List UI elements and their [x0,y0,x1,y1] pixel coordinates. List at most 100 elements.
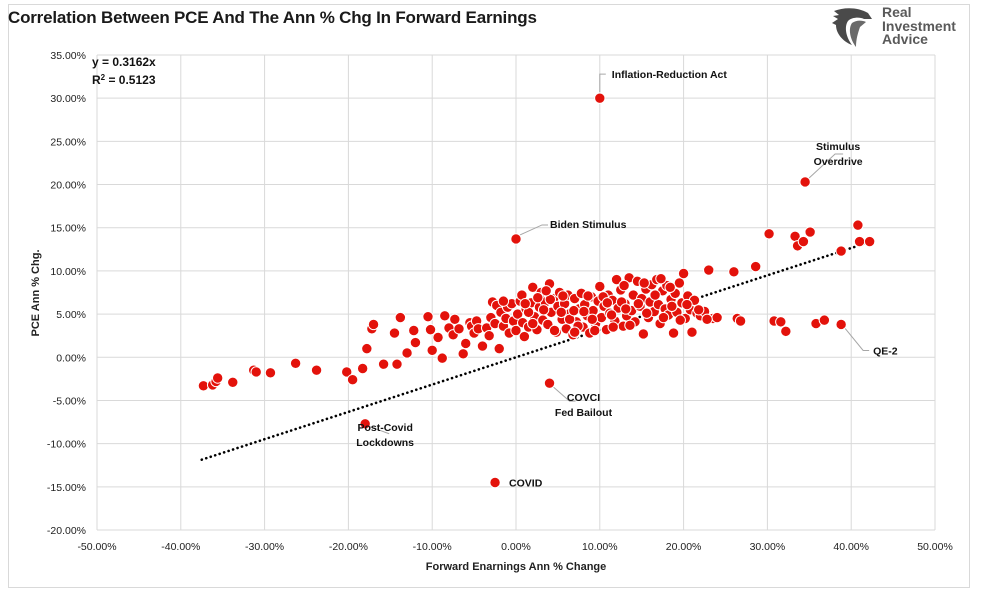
data-point [289,357,302,370]
y-tick-label: 15.00% [50,223,86,235]
data-point [540,285,552,297]
y-tick-label: -15.00% [47,482,86,494]
annotation-leader [519,224,548,236]
data-point [775,316,787,328]
chart-frame [8,4,970,588]
data-point [527,317,539,330]
data-point [436,352,448,364]
chart-title: Correlation Between PCE And The Ann % Ch… [8,8,537,27]
data-point [449,313,461,325]
annotation-label: COVCI Fed Bailout [555,392,613,419]
data-point [594,280,606,293]
data-point [582,290,594,302]
data-point [568,326,581,338]
x-tick-label: 0.00% [501,541,531,553]
x-tick-label: -40.00% [161,541,200,553]
data-point [804,226,816,238]
annotation-label: Stimulus Overdrive [814,141,863,168]
data-point [728,266,740,278]
data-point [703,264,715,276]
data-point [359,418,371,430]
data-point [799,176,811,188]
data-point [818,314,831,326]
data-point [835,318,847,331]
x-tick-label: -20.00% [329,541,368,553]
brand-line: Advice [882,31,928,47]
data-point [432,331,444,344]
data-point [674,314,686,326]
data-point [424,323,437,336]
data-point [677,267,690,280]
data-point [624,319,636,332]
data-point [667,327,680,339]
data-point [439,310,451,322]
data-point [527,281,539,294]
data-point [853,235,866,248]
brand-line: Real [882,4,912,20]
data-point [852,219,864,231]
data-point [578,305,590,318]
data-point [568,304,580,317]
data-point [655,272,667,285]
data-point [835,245,847,257]
annotation-leader [599,73,606,93]
data-point [763,228,775,240]
data-point [264,367,277,379]
data-point [701,313,713,325]
data-point [341,366,353,378]
y-tick-label: 30.00% [50,93,86,105]
y-tick-label: -10.00% [47,439,86,451]
gridlines [96,54,936,531]
annotation-leaders [369,73,870,435]
annotation-leader [369,426,390,435]
data-point [692,304,705,316]
data-point [863,235,876,248]
annotation-line: COVID [509,478,543,490]
data-point [346,374,359,386]
data-point [476,340,489,352]
data-point [460,337,472,350]
r-squared-value: = 0.5123 [105,73,156,87]
data-point [493,342,505,355]
data-point [601,297,614,309]
eagle-icon [832,8,872,47]
data-point [632,298,645,310]
brand-line: Investment [882,17,956,34]
data-point [618,279,630,292]
data-point [543,377,556,389]
y-axis-ticks: -20.00% -15.00% -10.00% -5.00% 0.00% 5.00% 10.… [47,50,86,537]
annotations: Inflation-Reduction Act Stimulus Overdrive… [356,69,898,489]
data-point [532,291,544,304]
data-point [401,347,413,359]
data-point [605,309,618,321]
data-point [510,324,522,337]
x-tick-label: -30.00% [245,541,284,553]
x-tick-label: 30.00% [750,541,786,553]
annotation-label: COVID [509,478,543,490]
x-tick-label: 10.00% [582,541,618,553]
data-point [734,315,747,327]
data-point [422,310,434,323]
data-point [519,298,531,310]
x-tick-label: -10.00% [413,541,452,553]
annotation-line: Stimulus [816,141,860,153]
data-point [394,311,407,324]
annotation-line: Post-Covid [357,422,412,434]
brand-logo: Real Investment Advice [830,5,970,51]
y-axis-title: PCE Ann % Chg. [30,250,42,337]
data-point [518,330,531,343]
x-axis-ticks: -50.00% -40.00% -30.00% -20.00% -10.00% 0.00%… [77,541,952,553]
data-point [681,298,693,311]
trendline-path [200,241,870,461]
annotation-label: Post-Covid Lockdowns [356,422,414,449]
data-point [586,313,598,325]
data-point [649,289,661,301]
data-point [361,342,373,355]
data-point [637,328,650,340]
data-point [250,366,262,378]
y-tick-label: 5.00% [56,309,86,321]
data-point [711,311,723,324]
annotation-label: QE-2 [873,345,898,357]
data-point [620,303,632,315]
annotation-line: Lockdowns [356,437,414,449]
